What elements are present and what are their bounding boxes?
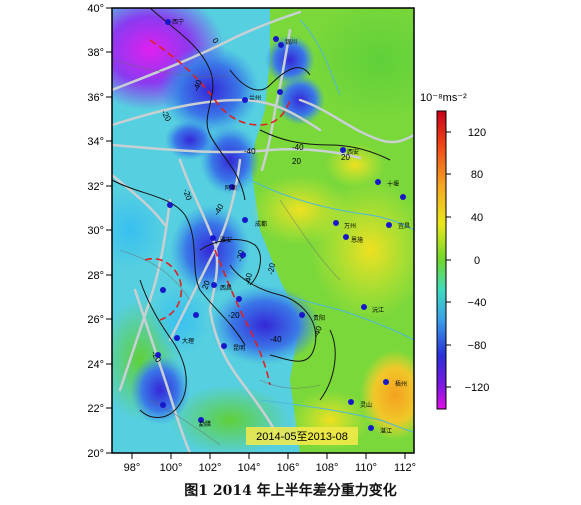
river-lines	[229, 19, 414, 433]
svg-text:宜昌: 宜昌	[398, 222, 410, 230]
lon-tick-label: 98°	[124, 462, 141, 474]
svg-text:西安: 西安	[347, 148, 359, 156]
svg-text:兰州: 兰州	[249, 94, 261, 102]
contour-label: -40	[243, 272, 254, 285]
lon-tick-label: 100°	[160, 462, 183, 474]
colorbar-tick: 120	[468, 127, 486, 139]
contour-label: -40	[311, 324, 324, 338]
contour-label: 20	[341, 153, 350, 162]
colorbar-tick: 40	[471, 212, 483, 224]
svg-text:贵阳: 贵阳	[313, 314, 325, 322]
lat-tick-label: 30°	[87, 225, 104, 237]
svg-text:西宁: 西宁	[172, 18, 184, 26]
city-enshi: 恩施	[343, 234, 363, 244]
colorbar-tick: −40	[468, 297, 487, 309]
contour-label: -40	[292, 143, 304, 152]
city-guiyang: 贵阳	[299, 312, 325, 322]
city-shiyan: 十堰	[375, 179, 399, 188]
svg-text:昆明: 昆明	[233, 345, 245, 352]
svg-text:成都: 成都	[255, 220, 267, 228]
lat-tick-label: 28°	[87, 270, 104, 282]
city-aba: 阿坝	[225, 184, 237, 192]
contour-label: -20	[228, 311, 240, 320]
lat-tick-label: 22°	[87, 403, 104, 415]
figure-caption: 图1 2014 年上半年差分重力变化	[184, 483, 397, 499]
lat-tick-label: 38°	[87, 47, 104, 59]
city-yaan: 雅安	[210, 235, 232, 244]
period-label: 2014-05至2013-08	[256, 431, 348, 443]
city-xining: 西宁	[165, 18, 184, 26]
lon-tick-label: 112°	[394, 462, 416, 474]
city-yichang: 宜昌	[386, 222, 410, 230]
contour-label: 20	[200, 279, 212, 291]
svg-text:湛江: 湛江	[380, 428, 392, 435]
contour-lines	[112, 8, 391, 418]
city-xichang: 西昌	[211, 282, 232, 292]
city-dali: 大理	[174, 335, 194, 345]
contour-label: 20	[292, 157, 301, 166]
contour-label: -20	[181, 188, 194, 202]
colorbar-tick: −80	[468, 340, 487, 352]
colorbar-tick: −120	[465, 382, 490, 394]
lon-tick-label: 110°	[355, 462, 377, 474]
city-markers: 银川 兰州 西安 十堰 西宁 阿坝 成都 万州 宜昌 恩施 雅安 西昌 贵阳 沅…	[155, 18, 410, 435]
city-yinchuan: 银川	[278, 38, 297, 48]
lat-tick-label: 40°	[87, 3, 104, 15]
svg-text:十堰: 十堰	[387, 180, 399, 188]
city-xian: 西安	[340, 147, 359, 156]
svg-text:万州: 万州	[344, 223, 356, 230]
colorbar-tick: 0	[474, 255, 480, 267]
svg-text:银川: 银川	[285, 38, 297, 46]
lon-tick-label: 102°	[199, 462, 222, 474]
city-lingshan: 灵山	[348, 399, 372, 409]
contour-label: -40	[270, 335, 282, 344]
lon-axis: 98° 100° 102° 104° 106° 108° 110° 112°	[124, 453, 416, 474]
svg-text:西昌: 西昌	[220, 285, 232, 292]
colorbar-scale	[436, 110, 447, 410]
city-mengla: 勐腊	[198, 417, 211, 428]
red-dashed-line	[144, 39, 291, 386]
colorbar: 10⁻⁸ms⁻² 120 80 40 0 −40 −80 −120	[420, 92, 490, 410]
svg-text:勐腊: 勐腊	[199, 420, 211, 428]
contour-label: -40	[244, 147, 256, 156]
svg-text:雅安: 雅安	[220, 236, 232, 244]
svg-text:沅江: 沅江	[372, 306, 384, 314]
contour-label: -20	[266, 262, 277, 275]
svg-text:恩施: 恩施	[351, 236, 363, 244]
city-yuanjiang: 沅江	[361, 304, 384, 314]
colorbar-tick: 80	[471, 169, 483, 181]
city-wanzhou: 万州	[333, 220, 356, 230]
lat-axis: 40° 38° 36° 34° 32° 30° 28° 26° 24° 22° …	[87, 3, 112, 460]
contour-label: 0	[210, 37, 220, 46]
svg-text:大理: 大理	[182, 337, 194, 345]
lat-tick-label: 24°	[87, 359, 104, 371]
lat-tick-label: 34°	[87, 136, 104, 148]
lat-tick-label: 32°	[87, 181, 104, 193]
svg-text:灵山: 灵山	[360, 401, 372, 409]
svg-text:阿坝: 阿坝	[225, 184, 237, 192]
thin-contours	[112, 59, 341, 446]
city-zhanjiang: 湛江	[368, 425, 392, 435]
lon-tick-label: 108°	[316, 462, 339, 474]
colorbar-unit: 10⁻⁸ms⁻²	[420, 92, 467, 104]
city-kunming: 昆明	[221, 343, 245, 352]
contour-label: -40	[191, 78, 204, 92]
svg-text:梧州: 梧州	[395, 380, 407, 388]
city-chengdu: 成都	[242, 217, 267, 228]
period-label-box	[246, 427, 358, 445]
lat-tick-label: 36°	[87, 92, 104, 104]
lon-tick-label: 104°	[238, 462, 261, 474]
lat-tick-label: 20°	[87, 448, 104, 460]
lon-tick-label: 106°	[277, 462, 300, 474]
city-lanzhou: 兰州	[242, 94, 261, 103]
lat-tick-label: 26°	[87, 314, 104, 326]
city-wuzhou: 梧州	[383, 379, 407, 388]
